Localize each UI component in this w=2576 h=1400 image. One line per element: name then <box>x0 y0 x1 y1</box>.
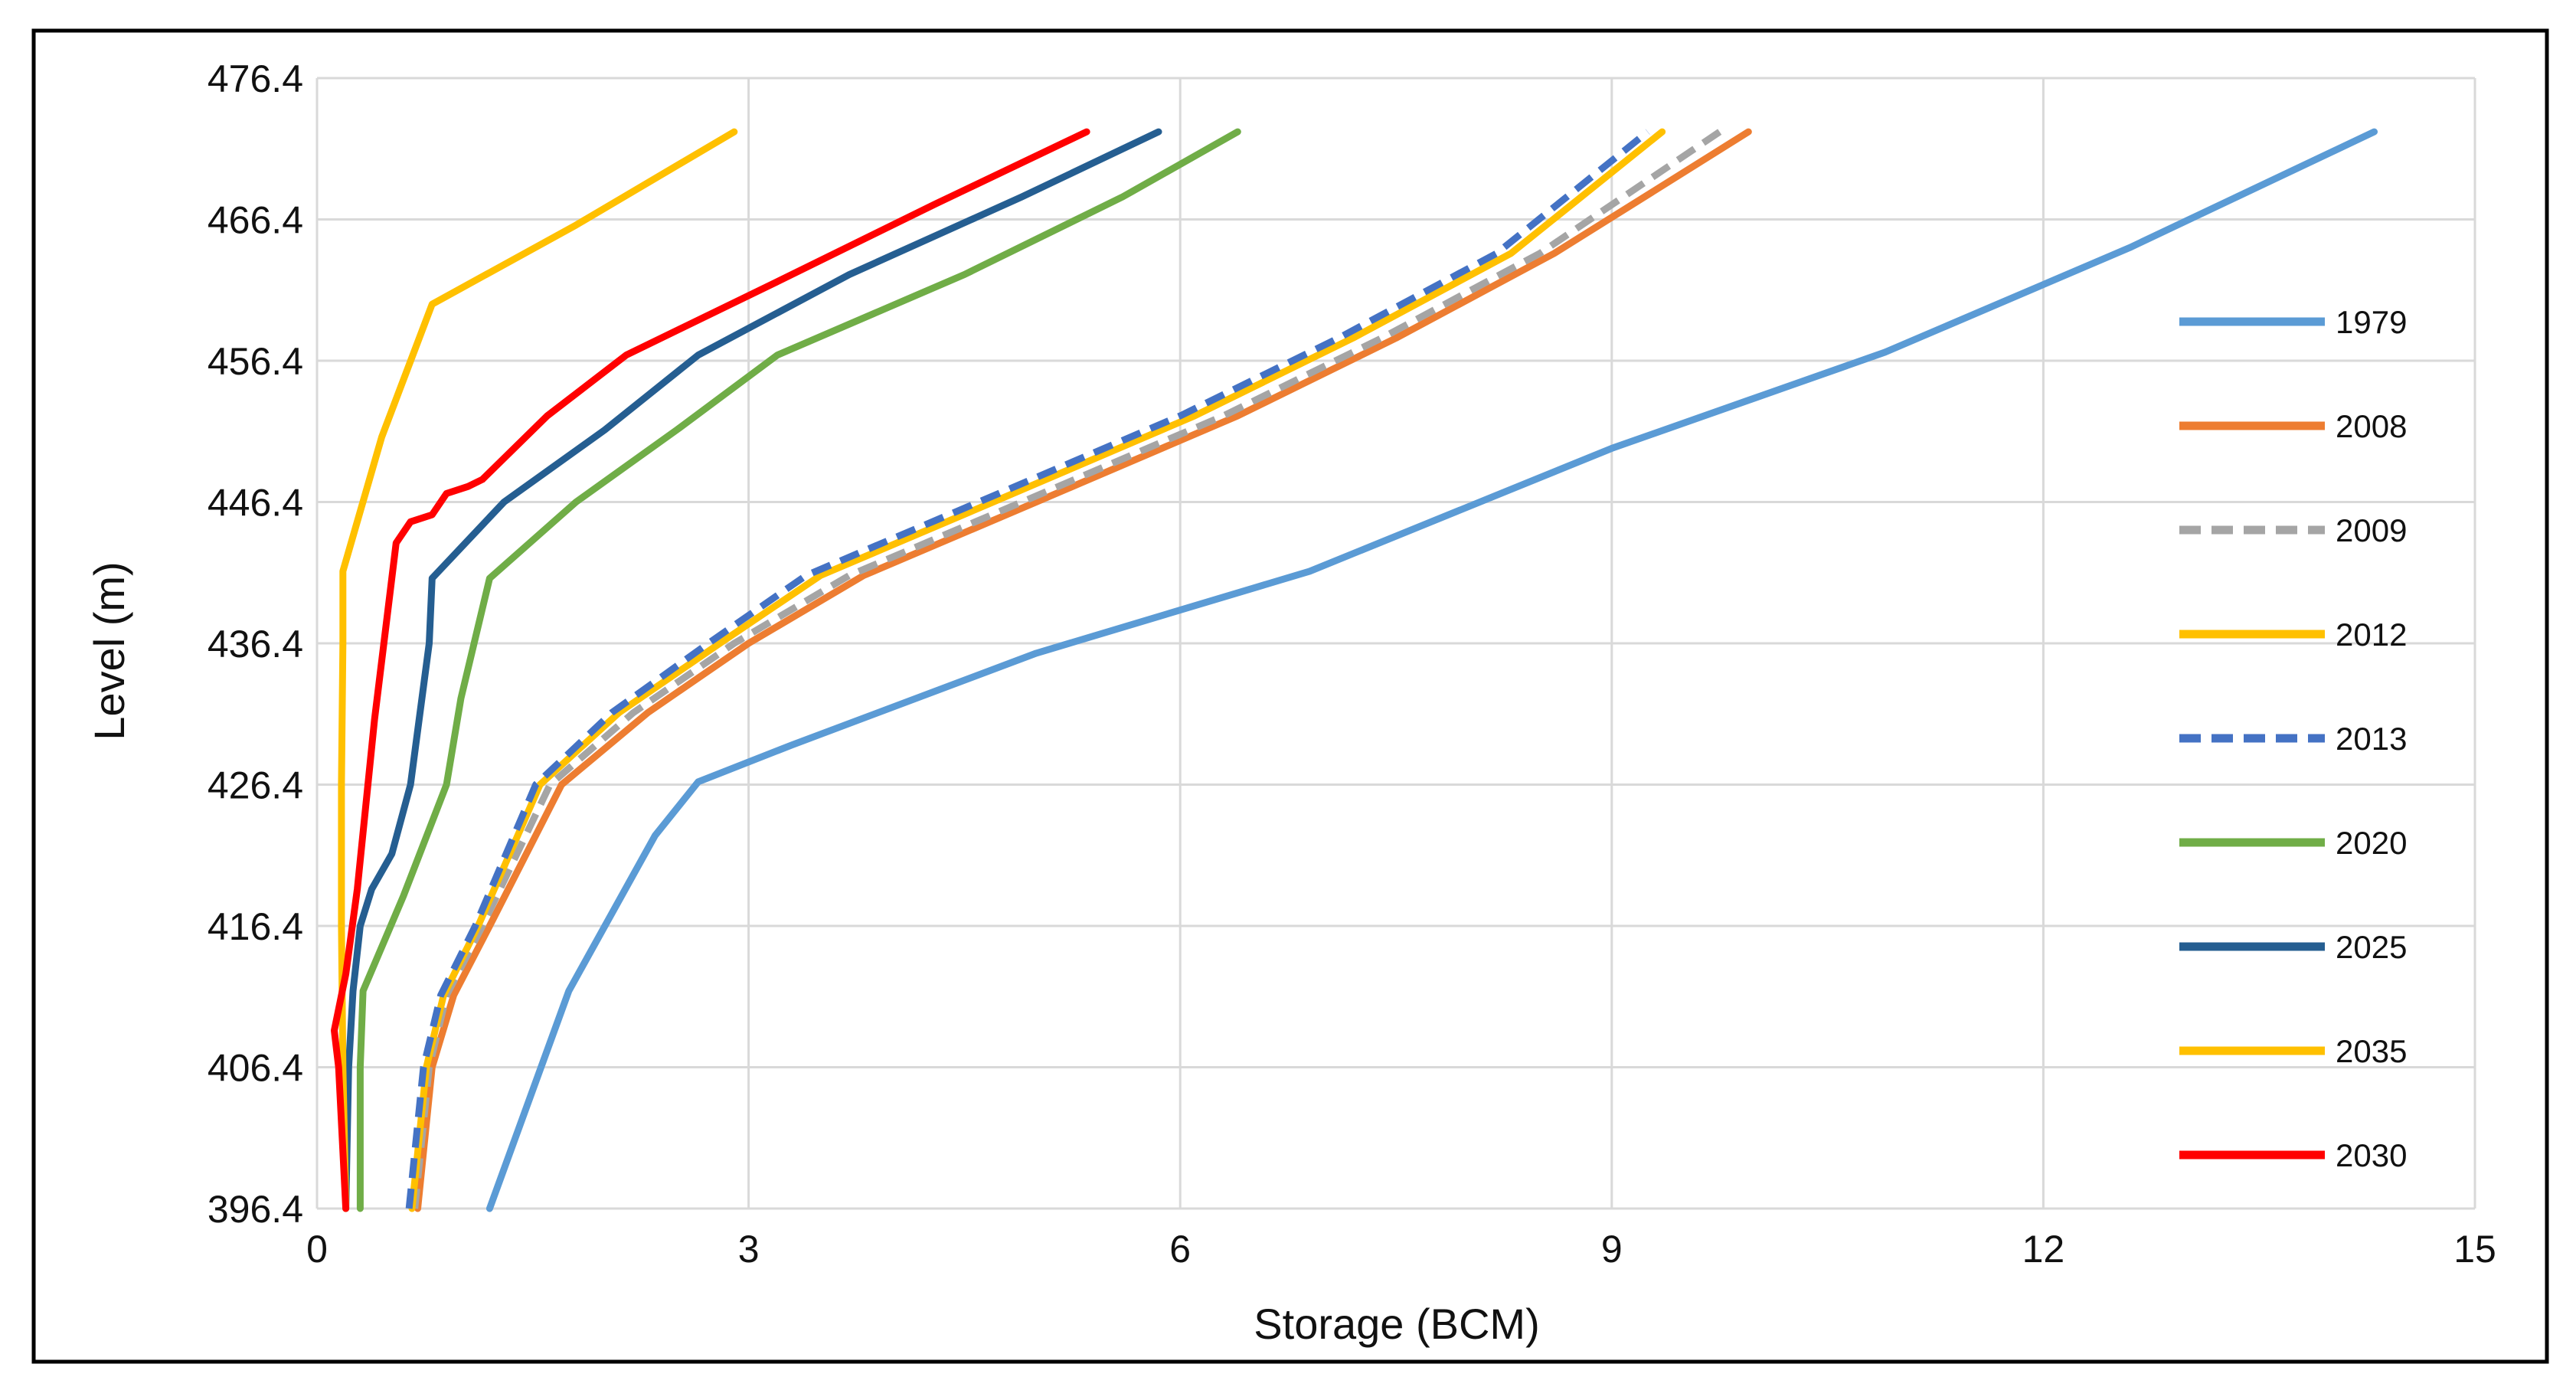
legend-label-2035: 2035 <box>2336 1033 2407 1069</box>
legend-label-2009: 2009 <box>2336 512 2407 548</box>
y-tick-label: 476.4 <box>208 57 303 100</box>
y-tick-label: 396.4 <box>208 1188 303 1231</box>
y-axis-title: Level (m) <box>85 561 133 740</box>
y-tick-label: 406.4 <box>208 1047 303 1090</box>
y-tick-label: 416.4 <box>208 905 303 948</box>
y-tick-label: 446.4 <box>208 482 303 525</box>
series-line-2008 <box>414 128 1752 1212</box>
legend-label-2030: 2030 <box>2336 1137 2407 1173</box>
x-tick-label: 15 <box>2453 1228 2496 1271</box>
x-tick-label: 9 <box>1601 1228 1623 1271</box>
y-tick-label: 456.4 <box>208 340 303 383</box>
series-line-2025 <box>342 128 1162 1212</box>
series-line-2013 <box>405 129 1650 1209</box>
y-tick-label: 436.4 <box>208 623 303 666</box>
legend-label-2013: 2013 <box>2336 721 2407 757</box>
series-lines <box>331 128 2378 1212</box>
x-tick-label: 0 <box>306 1228 328 1271</box>
legend-label-1979: 1979 <box>2336 304 2407 340</box>
series-line-2030 <box>331 128 1090 1212</box>
y-tick-label: 426.4 <box>208 764 303 807</box>
y-tick-label: 466.4 <box>208 199 303 242</box>
series-line-2020 <box>356 128 1241 1212</box>
legend-label-2020: 2020 <box>2336 825 2407 861</box>
series-line-1979 <box>485 128 2378 1212</box>
x-tick-label: 6 <box>1169 1228 1191 1271</box>
legend-label-2008: 2008 <box>2336 408 2407 444</box>
x-tick-label: 12 <box>2022 1228 2065 1271</box>
legend: 1979 2008 2009 2012 2013 2020 2025 2035 2030 <box>2179 304 2407 1173</box>
tick-labels: 0 3 6 9 12 15 396.4 406.4 416.4 426.4 436.4 446.4 45… <box>208 57 2496 1271</box>
legend-label-2025: 2025 <box>2336 929 2407 965</box>
x-axis-title: Storage (BCM) <box>1254 1300 1539 1348</box>
x-tick-label: 3 <box>738 1228 760 1271</box>
legend-label-2012: 2012 <box>2336 617 2407 653</box>
chart-frame <box>31 28 2549 1364</box>
grid <box>315 77 2476 1210</box>
